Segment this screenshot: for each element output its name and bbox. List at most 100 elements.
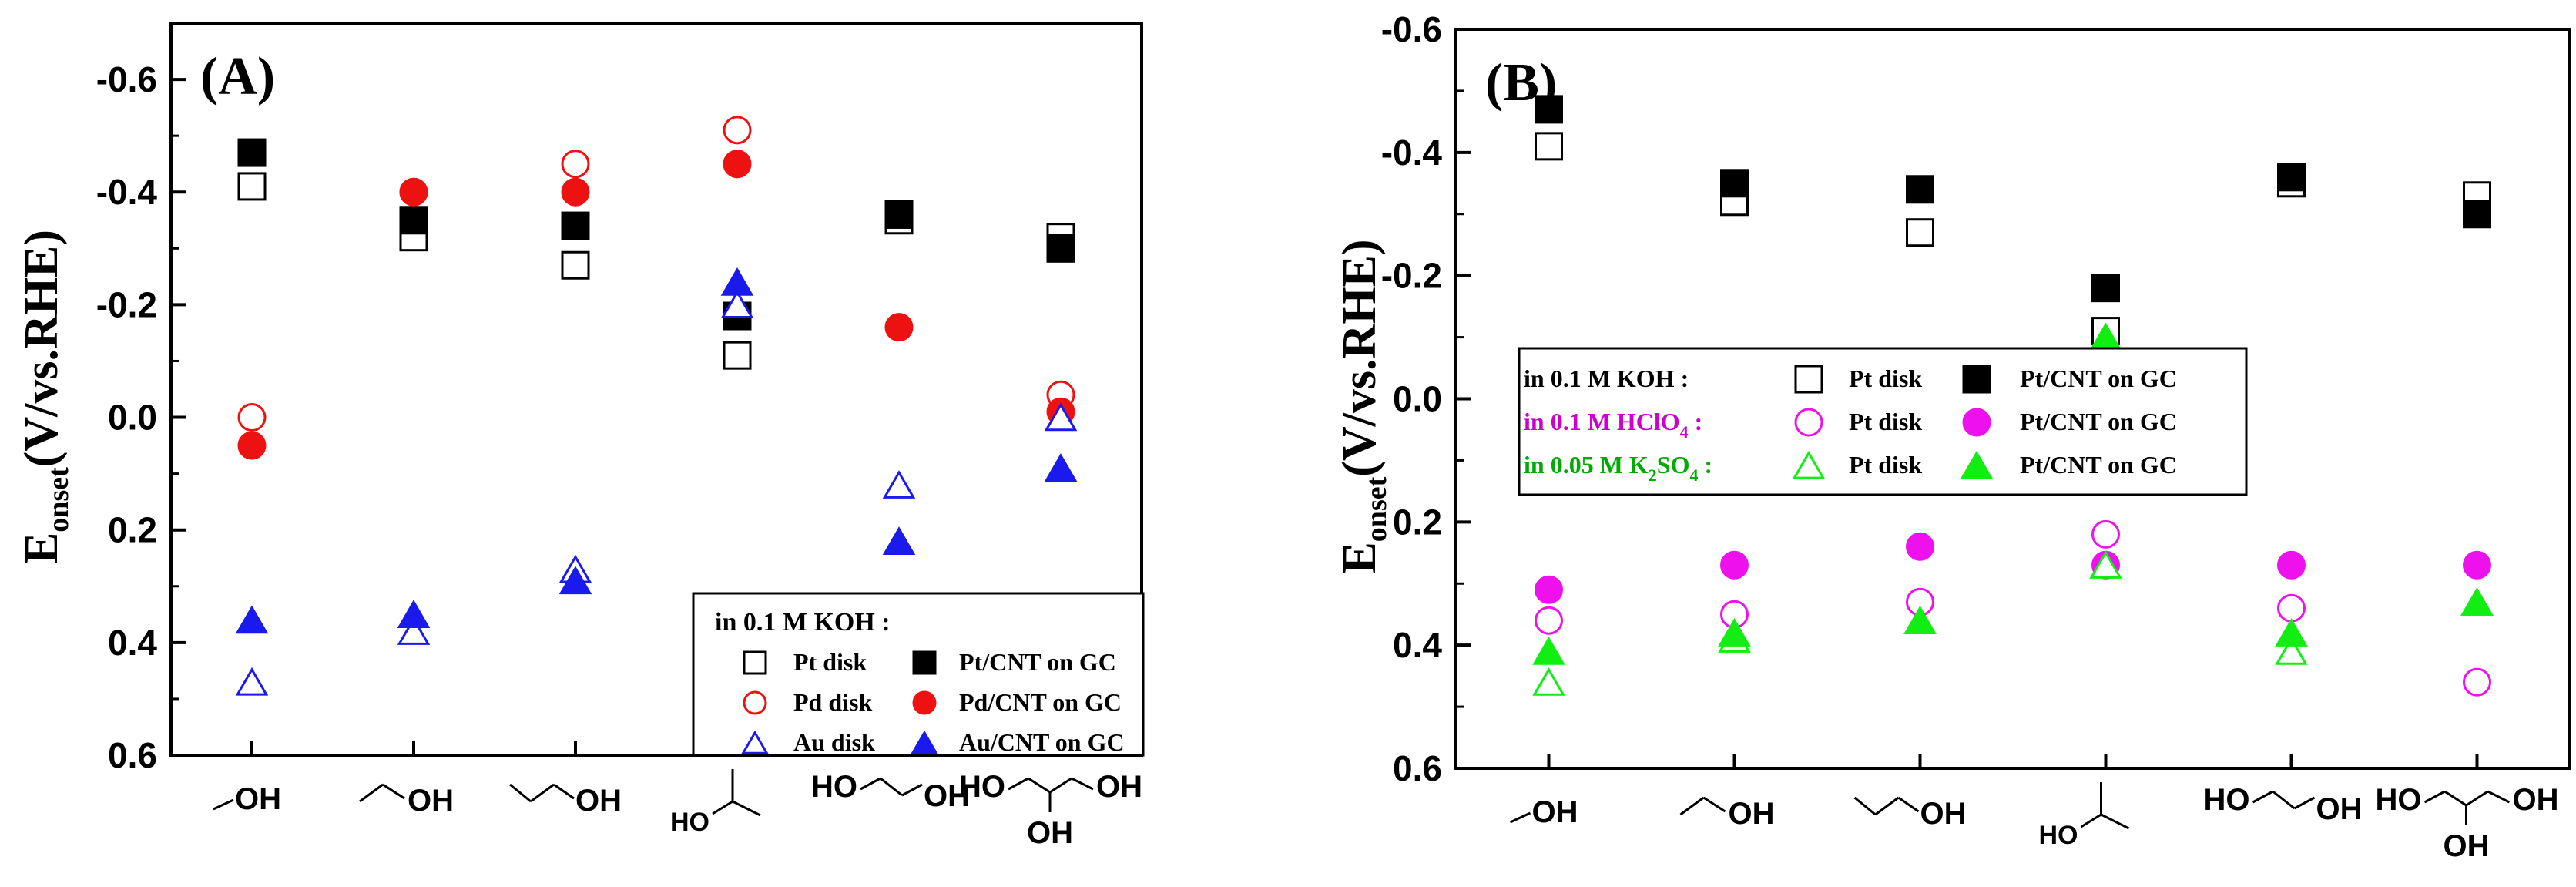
data-point-triangle-filled bbox=[1903, 606, 1937, 634]
data-point-triangle-filled bbox=[882, 526, 916, 555]
y-tick-label: -0.2 bbox=[96, 284, 157, 324]
data-point-circle-filled bbox=[723, 150, 752, 179]
legend-marker-open bbox=[740, 730, 770, 754]
legend-electrolyte-sub: 4 bbox=[1689, 465, 1698, 485]
data-point-triangle-open bbox=[1532, 667, 1565, 696]
bond bbox=[1071, 777, 1094, 791]
legend-marker-open bbox=[1792, 450, 1826, 479]
data-point-square-filled bbox=[237, 138, 267, 167]
legend-header: in 0.1 M KOH : bbox=[715, 608, 891, 637]
data-point-circle-filled bbox=[2277, 550, 2306, 580]
data-point-circle-filled bbox=[561, 177, 590, 207]
bond bbox=[2465, 790, 2489, 807]
molecule-1-propanol: OH bbox=[1853, 796, 1967, 831]
molecule-methanol: OH bbox=[1509, 795, 1578, 829]
data-point-square-open bbox=[237, 172, 267, 201]
data-point-triangle-filled bbox=[235, 605, 269, 634]
molecule-label: OH bbox=[2316, 792, 2363, 826]
bond bbox=[712, 800, 733, 815]
data-point-triangle-filled bbox=[558, 566, 592, 595]
data-point-square-filled bbox=[884, 200, 914, 229]
y-axis-label-rest: (V/vs.RHE) bbox=[1333, 239, 1386, 476]
data-point-circle-filled bbox=[2463, 550, 2491, 580]
legend-electrolyte-tail: : bbox=[1698, 451, 1712, 479]
molecule-label: OH bbox=[575, 784, 622, 818]
y-tick-label: 0.6 bbox=[108, 735, 157, 775]
molecule-label: OH bbox=[408, 784, 454, 818]
data-point-circle-open bbox=[723, 116, 752, 145]
bond bbox=[1897, 796, 1920, 813]
data-point-circle-filled bbox=[884, 313, 914, 342]
data-point-triangle-filled bbox=[1532, 637, 1565, 665]
legend-marker-filled bbox=[1960, 450, 1994, 479]
data-point-square-filled bbox=[2463, 200, 2491, 229]
bond bbox=[2100, 813, 2130, 830]
molecule-label: OH bbox=[1920, 797, 1967, 831]
y-tick-label: 0.4 bbox=[108, 623, 157, 663]
legend-label-open: Pt disk bbox=[793, 648, 867, 676]
legend-label-open: Pt disk bbox=[1849, 408, 1922, 435]
legend-electrolyte-mid: SO bbox=[1657, 451, 1690, 479]
data-point-square-filled bbox=[2091, 274, 2120, 303]
molecule-label: OH bbox=[235, 782, 281, 816]
legend-electrolyte-tail: : bbox=[1689, 408, 1703, 435]
y-axis-label-main: E bbox=[1333, 542, 1386, 573]
legend-label-open: Au disk bbox=[793, 728, 875, 756]
y-tick-label: 0.0 bbox=[1393, 379, 1442, 419]
bond bbox=[1702, 796, 1726, 813]
legend-electrolyte-text: in 0.1 M HClO bbox=[1524, 408, 1680, 435]
data-point-triangle-open bbox=[397, 617, 431, 645]
legend-electrolyte: in 0.1 M HClO4 : bbox=[1524, 408, 1702, 442]
molecule-label: HO bbox=[2376, 783, 2422, 817]
data-point-circle-open bbox=[237, 403, 267, 432]
molecule-ethylene-glycol: HO OH bbox=[2204, 783, 2363, 826]
bond bbox=[1008, 777, 1029, 791]
legend-marker-filled bbox=[1962, 408, 1991, 437]
bond bbox=[1874, 796, 1900, 816]
legend-marker-filled bbox=[912, 690, 937, 715]
y-tick-label: 0.0 bbox=[108, 398, 157, 438]
molecule-label: HO bbox=[811, 770, 857, 804]
molecule-ethanol: OH bbox=[359, 783, 454, 818]
molecule-1-propanol: OH bbox=[509, 783, 622, 818]
y-tick-label: -0.4 bbox=[96, 172, 158, 212]
y-axis-label: Eonset(V/vs.RHE) bbox=[15, 230, 75, 564]
molecule-methanol: OH bbox=[213, 782, 281, 816]
legend-marker-open bbox=[743, 690, 767, 715]
molecule-label: OH bbox=[2444, 829, 2490, 863]
legend: in 0.1 M KOH : Pt disk Pt/CNT on GC Pd disk… bbox=[692, 592, 1145, 757]
legend-label-filled: Au/CNT on GC bbox=[959, 728, 1125, 756]
legend-label-filled: Pt/CNT on GC bbox=[959, 648, 1116, 676]
bond bbox=[2487, 790, 2511, 804]
bond bbox=[880, 777, 903, 797]
legend-marker-open bbox=[1794, 408, 1823, 437]
y-axis-label: Eonset(V/vs.RHE) bbox=[1333, 239, 1393, 573]
legend-electrolyte: in 0.1 M KOH : bbox=[1524, 365, 1689, 392]
molecule-label: OH bbox=[2513, 783, 2559, 817]
data-point-triangle-open bbox=[882, 470, 916, 499]
molecule-glycerol: HO OH OH bbox=[2376, 783, 2559, 863]
data-point-square-filled bbox=[1906, 175, 1934, 204]
panel-b: -0.6 -0.4 -0.2 0.0 0.2 0.4 0.6 Eonset(V/vs.RHE)… bbox=[1333, 9, 2571, 863]
y-tick-label: 0.2 bbox=[1393, 502, 1442, 542]
molecule-label: OH bbox=[1027, 816, 1073, 850]
bond bbox=[1049, 777, 1072, 794]
data-point-square-filled bbox=[399, 206, 428, 235]
molecule-label: OH bbox=[1532, 795, 1578, 829]
data-point-square-open bbox=[1906, 218, 1934, 247]
y-axis-label-sub: onset bbox=[42, 467, 75, 533]
molecule-glycerol: HO OH OH bbox=[959, 770, 1142, 850]
molecule-label: OH bbox=[1729, 797, 1775, 831]
bond bbox=[553, 783, 575, 800]
bond bbox=[530, 783, 555, 803]
molecule-label: HO bbox=[959, 770, 1005, 804]
bond bbox=[1509, 811, 1531, 824]
bond bbox=[2444, 790, 2467, 807]
legend: in 0.1 M KOH : Pt disk Pt/CNT on GC in 0.1 … bbox=[1518, 347, 2248, 496]
data-point-circle-filled bbox=[399, 177, 428, 207]
data-point-circle-open bbox=[2463, 667, 2491, 697]
bond bbox=[359, 783, 384, 803]
data-point-circle-open bbox=[2277, 593, 2306, 623]
bond bbox=[860, 777, 881, 791]
